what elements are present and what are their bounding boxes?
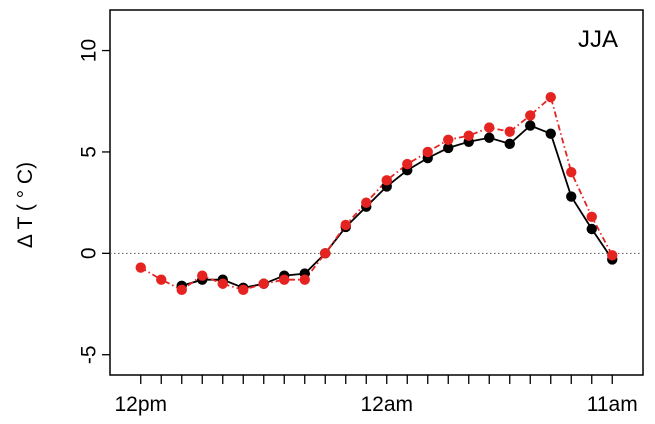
data-point <box>504 138 515 150</box>
data-point <box>443 142 454 154</box>
x-tick-label: 12pm <box>114 393 167 416</box>
data-point <box>238 284 249 296</box>
y-tick-label: 5 <box>78 146 101 158</box>
series-line-1 <box>181 124 614 289</box>
data-point <box>566 191 577 202</box>
data-point <box>525 110 536 121</box>
data-point <box>586 211 597 223</box>
data-point <box>484 122 495 133</box>
data-point <box>299 274 310 285</box>
data-point <box>197 270 208 281</box>
data-point <box>443 134 454 145</box>
data-point <box>402 158 413 170</box>
data-point <box>156 274 167 285</box>
data-point <box>525 120 536 131</box>
x-tick-label: 12am <box>360 393 413 416</box>
x-tick-label: 11am <box>587 393 638 416</box>
y-tick-label: 10 <box>78 39 101 62</box>
data-point <box>361 197 372 208</box>
data-point <box>340 219 351 231</box>
data-point <box>545 128 556 139</box>
data-point <box>504 126 515 137</box>
data-point <box>586 223 597 235</box>
data-point <box>217 278 228 289</box>
data-point <box>422 146 433 158</box>
data-point <box>607 250 618 261</box>
data-point <box>279 274 290 285</box>
data-point <box>176 284 187 296</box>
y-tick-label: -5 <box>78 345 101 364</box>
y-tick-label: 0 <box>78 247 101 259</box>
data-point <box>320 248 331 259</box>
data-point <box>381 175 392 186</box>
series-line-0 <box>140 95 614 291</box>
data-point <box>545 91 556 103</box>
data-point <box>135 262 146 273</box>
plot-frame <box>109 9 644 376</box>
panel-label: JJA <box>578 26 618 53</box>
data-point <box>566 167 577 178</box>
data-point <box>258 278 269 289</box>
data-point <box>463 130 474 141</box>
data-point <box>484 132 495 143</box>
y-axis-label: Δ T ( ° C) <box>14 162 37 248</box>
